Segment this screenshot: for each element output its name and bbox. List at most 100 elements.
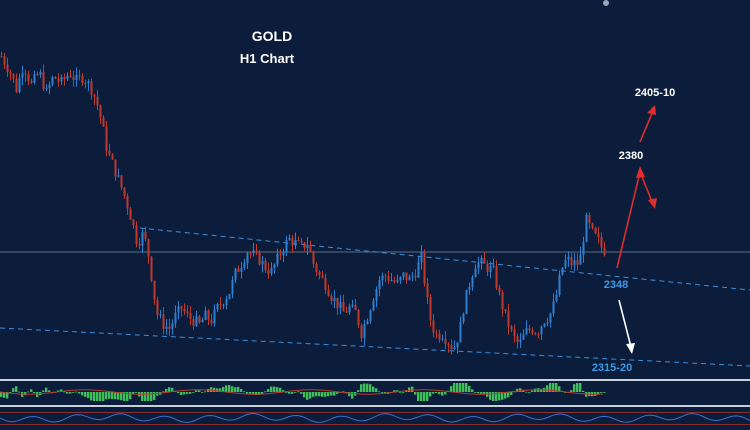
candle-body bbox=[306, 244, 309, 249]
candle-body bbox=[531, 330, 534, 334]
oscillator-bar bbox=[516, 388, 519, 392]
candle-body bbox=[396, 280, 399, 282]
oscillator-bar bbox=[120, 392, 123, 401]
oscillator-pane-divider-top bbox=[0, 379, 750, 381]
oscillator-bar bbox=[573, 384, 576, 392]
candle-body bbox=[576, 260, 579, 265]
oscillator-bar bbox=[417, 392, 420, 401]
candle-body bbox=[246, 253, 249, 264]
candle-body bbox=[474, 268, 477, 278]
candle-body bbox=[555, 294, 558, 302]
oscillator-bar bbox=[195, 390, 198, 392]
oscillator-bar bbox=[93, 392, 96, 401]
candle-body bbox=[291, 237, 294, 246]
candle-body bbox=[357, 309, 360, 326]
candle-body bbox=[558, 274, 561, 295]
candle-body bbox=[330, 295, 333, 301]
candle-body bbox=[132, 219, 135, 226]
oscillator-bar bbox=[306, 392, 309, 400]
candle-body bbox=[498, 287, 501, 293]
oscillator-bar bbox=[576, 383, 579, 392]
candle-body bbox=[15, 78, 18, 92]
oscillator-bar bbox=[198, 390, 201, 392]
oscillator-bar bbox=[87, 392, 90, 399]
oscillator-bar bbox=[471, 389, 474, 392]
candle-body bbox=[564, 259, 567, 268]
candle-body bbox=[12, 74, 15, 79]
chart-title: GOLD bbox=[252, 28, 292, 44]
oscillator-bar bbox=[552, 383, 555, 392]
oscillator-bar bbox=[426, 392, 429, 401]
candle-body bbox=[78, 74, 81, 76]
candle-body bbox=[489, 266, 492, 273]
candle-body bbox=[48, 84, 51, 89]
candle-body bbox=[222, 305, 225, 307]
arrow-up-to-2380 bbox=[616, 171, 641, 269]
candle-body bbox=[174, 312, 177, 324]
oscillator-bar bbox=[303, 392, 306, 398]
oscillator-bar bbox=[360, 384, 363, 392]
candle-body bbox=[462, 313, 465, 322]
oscillator-bar bbox=[123, 392, 126, 401]
candle-body bbox=[420, 251, 423, 263]
candle-body bbox=[51, 77, 54, 85]
oscillator-bar bbox=[495, 392, 498, 401]
oscillator-bar bbox=[276, 387, 279, 392]
candle-body bbox=[510, 326, 513, 330]
oscillator-bar bbox=[408, 387, 411, 392]
candle-body bbox=[216, 304, 219, 310]
candle-body bbox=[240, 267, 243, 272]
candle-body bbox=[339, 302, 342, 309]
oscillator-bar bbox=[30, 389, 33, 392]
oscillator-bar bbox=[333, 392, 336, 396]
candle-body bbox=[237, 268, 240, 272]
candle-body bbox=[492, 265, 495, 267]
candle-body bbox=[585, 214, 588, 242]
label-2380: 2380 bbox=[619, 150, 643, 162]
candle-body bbox=[321, 274, 324, 278]
candle-body bbox=[444, 338, 447, 344]
oscillator-bar bbox=[279, 387, 282, 392]
oscillator-bar bbox=[558, 386, 561, 392]
candle-body bbox=[372, 300, 375, 311]
oscillator-bar bbox=[225, 385, 228, 392]
oscillator-bar bbox=[462, 383, 465, 392]
arrow-up-to-2405 bbox=[639, 110, 654, 143]
oscillator-bar bbox=[294, 392, 297, 393]
oscillator-bar bbox=[528, 392, 531, 393]
candle-body bbox=[81, 75, 84, 83]
candle-body bbox=[285, 240, 288, 252]
oscillator-bar bbox=[255, 392, 258, 395]
oscillator-bar bbox=[129, 392, 132, 400]
candle-body bbox=[207, 310, 210, 320]
oscillator-bar bbox=[216, 388, 219, 392]
oscillator-bar bbox=[213, 387, 216, 392]
candle-body bbox=[213, 309, 216, 324]
candle-body bbox=[171, 323, 174, 329]
candle-body bbox=[267, 270, 270, 274]
oscillator-bar bbox=[282, 390, 285, 392]
candle-body bbox=[588, 214, 591, 224]
candle-body bbox=[66, 75, 69, 79]
candle-body bbox=[114, 159, 117, 177]
candle-body bbox=[315, 263, 318, 272]
settings-icon[interactable] bbox=[603, 0, 609, 6]
candle-body bbox=[411, 275, 414, 277]
candle-body bbox=[381, 275, 384, 281]
oscillator-bar bbox=[75, 391, 78, 393]
projection-arrows bbox=[616, 105, 657, 354]
candle-body bbox=[366, 321, 369, 324]
oscillator-bar bbox=[234, 387, 237, 392]
oscillator-bar bbox=[48, 390, 51, 392]
oscillator-bar bbox=[327, 392, 330, 397]
oscillator-bar bbox=[237, 386, 240, 392]
oscillator-bar bbox=[231, 386, 234, 392]
oscillator-bar bbox=[531, 390, 534, 392]
oscillator-bar bbox=[336, 392, 339, 394]
candle-body bbox=[231, 279, 234, 294]
oscillator-bar bbox=[18, 391, 21, 393]
candle-body bbox=[6, 64, 9, 73]
candle-body bbox=[336, 297, 339, 309]
candle-body bbox=[60, 77, 63, 82]
